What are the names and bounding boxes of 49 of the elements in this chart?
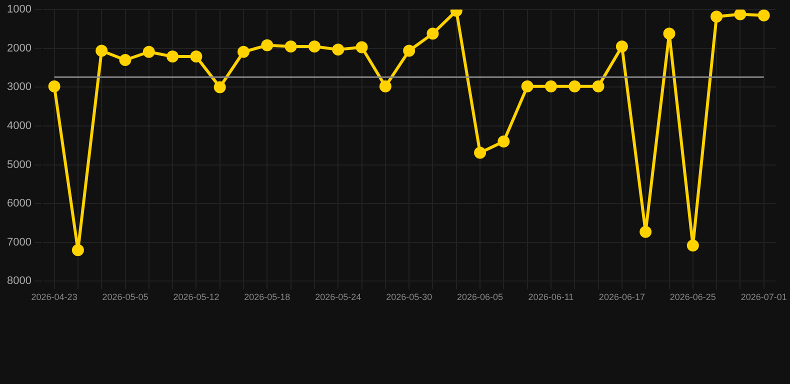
point [544, 80, 557, 92]
point [308, 40, 320, 52]
point [238, 46, 250, 58]
point [616, 40, 628, 52]
point [403, 44, 416, 57]
point [261, 39, 274, 52]
point [356, 41, 368, 54]
x-tick-label: 2026-06-05 [457, 292, 504, 302]
x-tick-label: 2026-06-17 [598, 292, 645, 302]
x-tick-label: 2026-05-30 [386, 292, 432, 302]
x-tick-label: 2026-04-23 [31, 292, 78, 302]
point [379, 80, 392, 92]
point [426, 28, 439, 40]
point [284, 40, 297, 52]
point [332, 44, 344, 56]
x-tick-label: 2026-06-25 [670, 292, 716, 302]
x-tick-label: 2026-05-18 [244, 292, 290, 302]
point [758, 10, 770, 22]
point [663, 28, 676, 40]
point [474, 146, 486, 159]
point [640, 226, 652, 238]
point [214, 81, 226, 94]
x-tick-label: 2026-06-11 [528, 292, 574, 302]
point [521, 80, 534, 92]
y-tick-label: 8000 [6, 275, 32, 288]
y-tick-label: 6000 [6, 198, 32, 210]
point [498, 136, 510, 148]
point [568, 80, 581, 92]
point [734, 10, 746, 20]
point [48, 80, 60, 92]
y-tick-label: 7000 [6, 236, 32, 248]
x-tick-label: 2026-05-05 [102, 292, 148, 302]
point [142, 46, 155, 58]
point [686, 240, 699, 252]
y-tick-label: 3000 [6, 81, 32, 94]
y-tick-label: 4000 [6, 120, 32, 132]
point [96, 44, 108, 57]
point [119, 54, 132, 66]
point [166, 50, 179, 63]
point [190, 50, 202, 63]
x-tick-label: 2026-07-01 [740, 292, 787, 302]
x-tick-label: 2026-05-12 [173, 292, 220, 302]
y-tick-label: 2000 [6, 42, 32, 54]
y-tick-label: 5000 [6, 158, 32, 171]
x-tick-label: 2026-05-24 [315, 292, 362, 302]
point [592, 80, 604, 92]
point [72, 244, 84, 256]
point [710, 10, 723, 23]
y-tick-label: 1000 [6, 4, 32, 16]
